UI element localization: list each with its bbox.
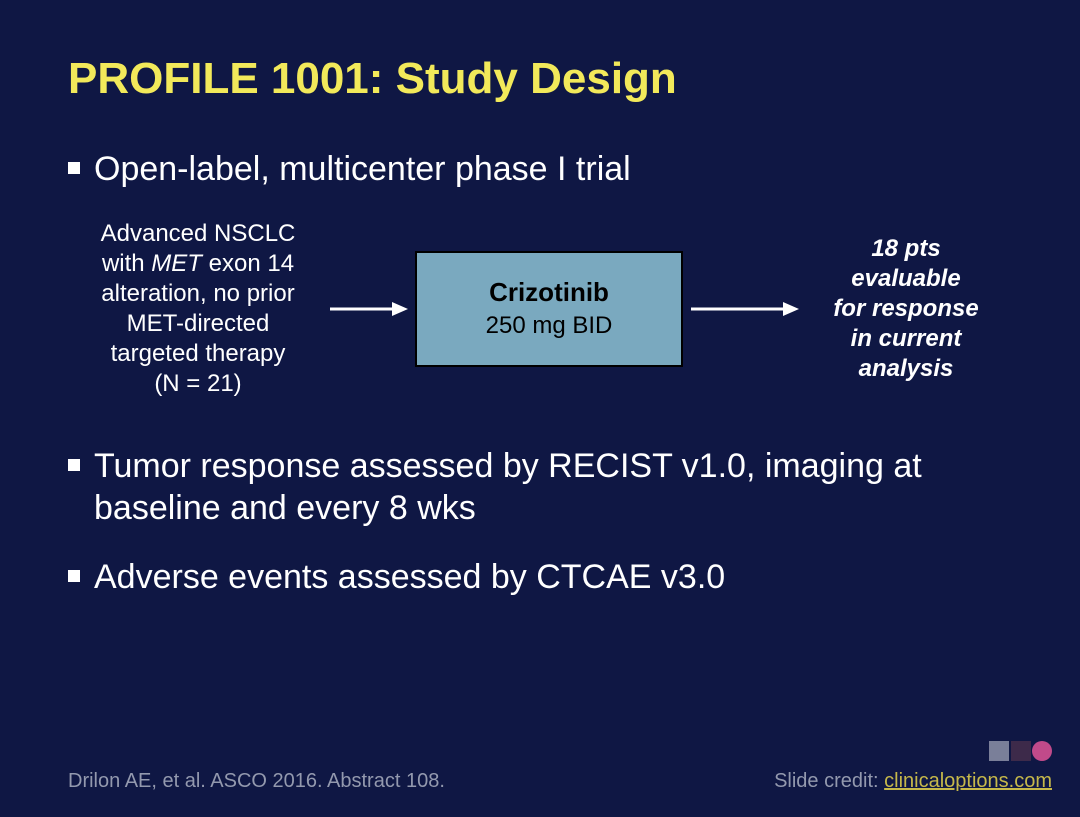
slide-footer: Drilon AE, et al. ASCO 2016. Abstract 10… [68,770,1052,793]
slide-title: PROFILE 1001: Study Design [68,54,1012,104]
flow-out-line3: for response [833,295,978,322]
slide: PROFILE 1001: Study Design Open-label, m… [0,0,1080,598]
bullet-marker-icon [68,459,80,471]
flow-node-outcome: 18 pts evaluable for response in current… [806,234,1006,384]
arrow-right-icon [691,299,799,319]
flow-out-line2: evaluable [851,265,960,292]
flow-out-line1: 18 pts [871,235,940,262]
cco-logo-icon [989,741,1052,761]
bullet-marker-icon [68,570,80,582]
flow-pop-line4: MET-directed [127,310,270,337]
flow-pop-line2-post: exon 14 [202,250,294,277]
bullet-text: Adverse events assessed by CTCAE v3.0 [94,556,725,599]
footer-credit-prefix: Slide credit: [774,770,884,792]
footer-credit-link[interactable]: clinicaloptions.com [884,770,1052,792]
study-flowchart: Advanced NSCLC with MET exon 14 alterati… [68,219,1012,399]
flow-pop-line3: alteration, no prior [101,280,294,307]
flow-treatment-dose: 250 mg BID [417,312,681,340]
bullet-marker-icon [68,162,80,174]
flow-pop-line5: targeted therapy [111,340,286,367]
flow-pop-line2-pre: with [102,250,151,277]
footer-credit: Slide credit: clinicaloptions.com [774,770,1052,793]
flow-pop-line1: Advanced NSCLC [101,220,296,247]
flow-node-treatment: Crizotinib 250 mg BID [415,251,683,367]
flow-out-line4: in current [851,325,962,352]
arrow-right-icon [330,299,408,319]
flow-node-population: Advanced NSCLC with MET exon 14 alterati… [74,219,322,399]
flow-out-line5: analysis [859,355,954,382]
bullet-item: Tumor response assessed by RECIST v1.0, … [68,445,1012,530]
flow-pop-line2-em: MET [151,250,202,277]
flow-treatment-drug: Crizotinib [417,277,681,308]
flow-pop-line6: (N = 21) [154,370,241,397]
bullet-text: Tumor response assessed by RECIST v1.0, … [94,445,1012,530]
footer-citation: Drilon AE, et al. ASCO 2016. Abstract 10… [68,770,445,793]
bullet-item: Open-label, multicenter phase I trial [68,148,1012,191]
bullet-text: Open-label, multicenter phase I trial [94,148,631,191]
bullet-item: Adverse events assessed by CTCAE v3.0 [68,556,1012,599]
